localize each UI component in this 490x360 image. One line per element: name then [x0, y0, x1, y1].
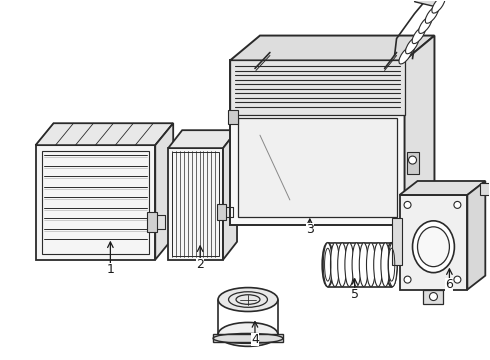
- Ellipse shape: [412, 27, 425, 44]
- Ellipse shape: [218, 323, 278, 346]
- Polygon shape: [405, 36, 435, 225]
- Bar: [147, 212, 157, 232]
- Polygon shape: [230, 36, 435, 60]
- Ellipse shape: [404, 201, 411, 208]
- Ellipse shape: [381, 243, 390, 287]
- Polygon shape: [36, 123, 173, 145]
- Polygon shape: [168, 148, 223, 260]
- Bar: [217, 204, 226, 220]
- Polygon shape: [399, 181, 485, 195]
- Ellipse shape: [454, 201, 461, 208]
- Ellipse shape: [429, 293, 438, 301]
- Polygon shape: [230, 60, 405, 225]
- Ellipse shape: [413, 221, 454, 273]
- Text: 2: 2: [196, 258, 204, 271]
- Ellipse shape: [406, 37, 419, 54]
- Ellipse shape: [417, 227, 449, 267]
- Ellipse shape: [388, 243, 397, 287]
- Ellipse shape: [418, 17, 432, 33]
- Polygon shape: [36, 145, 155, 260]
- Bar: [213, 334, 283, 342]
- Ellipse shape: [367, 243, 375, 287]
- Bar: [480, 183, 490, 195]
- Text: 1: 1: [106, 263, 114, 276]
- Ellipse shape: [404, 276, 411, 283]
- Ellipse shape: [323, 243, 332, 287]
- Text: 5: 5: [351, 288, 359, 301]
- Bar: [228, 110, 238, 124]
- Ellipse shape: [454, 276, 461, 283]
- Ellipse shape: [425, 6, 439, 23]
- Ellipse shape: [330, 243, 340, 287]
- Polygon shape: [415, 0, 442, 8]
- Ellipse shape: [399, 47, 412, 64]
- Ellipse shape: [338, 243, 346, 287]
- Ellipse shape: [322, 243, 333, 287]
- Ellipse shape: [345, 243, 354, 287]
- Bar: [407, 152, 418, 174]
- Ellipse shape: [374, 243, 383, 287]
- Text: 4: 4: [251, 333, 259, 346]
- Text: 3: 3: [306, 223, 314, 236]
- Polygon shape: [223, 130, 237, 260]
- Ellipse shape: [386, 243, 397, 287]
- Bar: [392, 218, 401, 265]
- Polygon shape: [238, 118, 396, 217]
- Ellipse shape: [432, 0, 445, 13]
- Polygon shape: [155, 123, 173, 260]
- Text: 6: 6: [445, 278, 453, 291]
- Ellipse shape: [409, 156, 416, 164]
- Ellipse shape: [359, 243, 368, 287]
- Polygon shape: [399, 195, 467, 289]
- Ellipse shape: [218, 288, 278, 311]
- Polygon shape: [168, 130, 237, 148]
- Polygon shape: [230, 60, 405, 115]
- Polygon shape: [467, 181, 485, 289]
- Ellipse shape: [352, 243, 361, 287]
- Bar: [423, 289, 443, 303]
